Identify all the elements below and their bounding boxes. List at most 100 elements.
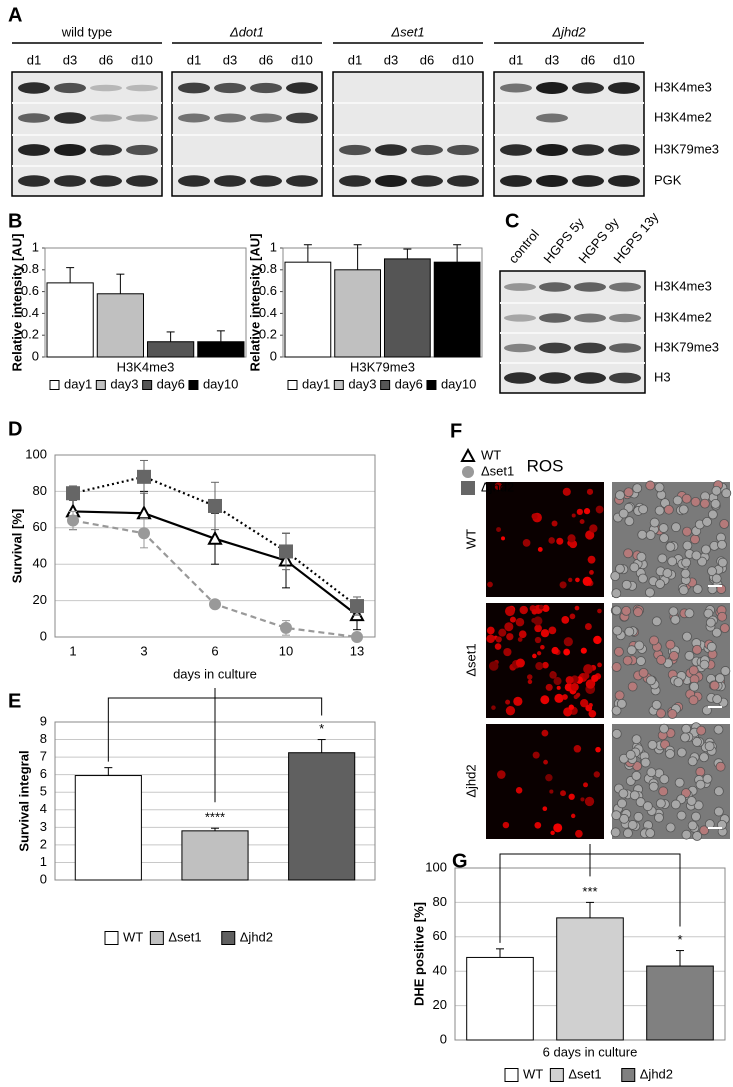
cell — [622, 655, 633, 666]
row-label: H3K79me3 — [654, 339, 719, 354]
legend-swatch — [142, 380, 153, 390]
y-tick-label: 4 — [40, 801, 47, 816]
cell-signal — [496, 527, 502, 532]
cell-signal — [553, 677, 562, 686]
legend-swatch — [333, 380, 344, 390]
lane-label: d10 — [131, 52, 153, 67]
blot-band — [250, 113, 282, 123]
legend-label: day10 — [441, 376, 476, 391]
cell-signal — [575, 577, 580, 583]
cell — [624, 516, 635, 527]
cell-signal — [568, 577, 573, 583]
cell-signal — [550, 830, 555, 836]
legend-swatch — [95, 380, 106, 390]
cell — [681, 723, 692, 734]
blot-band — [250, 175, 282, 187]
cell-signal — [588, 709, 597, 718]
cell-signal — [597, 662, 602, 668]
blot-band — [286, 82, 318, 94]
blot-band — [90, 114, 122, 122]
error-bar — [586, 901, 594, 918]
blot-band — [250, 82, 282, 94]
error-bar — [453, 244, 462, 263]
cell — [712, 694, 723, 705]
cell — [665, 639, 676, 650]
cell — [642, 801, 653, 812]
cell-signal — [540, 695, 550, 705]
y-tick-label: 60 — [33, 519, 47, 534]
cell — [699, 659, 710, 670]
cell — [678, 504, 689, 515]
cell — [623, 548, 633, 559]
cell — [611, 662, 622, 672]
cell-signal — [559, 581, 567, 589]
cell-signal — [588, 702, 593, 708]
cell-signal — [584, 623, 592, 630]
row-label: H3K4me2 — [654, 109, 712, 124]
cell — [654, 482, 665, 493]
legend-label: day3 — [110, 376, 138, 391]
cell-signal — [515, 787, 523, 794]
legend-label: Δjhd2 — [640, 1066, 673, 1081]
lane-label: control — [505, 227, 542, 267]
cell — [676, 747, 687, 758]
y-tick-label: 0.6 — [21, 283, 39, 298]
cell — [637, 529, 648, 540]
cell — [688, 665, 699, 676]
cell-signal — [531, 513, 538, 520]
blot-band — [609, 313, 641, 323]
cell-signal — [543, 759, 548, 765]
cell — [671, 522, 681, 533]
cell-signal — [534, 636, 542, 644]
y-tick-label: 1 — [270, 239, 277, 254]
bar — [334, 269, 382, 358]
cell-signal — [561, 616, 570, 624]
cell-signal — [545, 683, 553, 691]
cell-signal — [548, 537, 555, 544]
cell — [703, 608, 714, 619]
error-bar — [676, 950, 684, 967]
cell-signal — [502, 821, 510, 829]
cell — [692, 584, 703, 595]
error-bar — [166, 331, 175, 342]
y-tick-label: 3 — [40, 819, 47, 834]
y-tick-label: 1 — [32, 239, 39, 254]
lane-label: d3 — [63, 52, 77, 67]
cell — [656, 708, 666, 719]
y-tick-label: 1 — [40, 854, 47, 869]
cell-signal — [534, 821, 542, 829]
cell — [688, 695, 699, 706]
bar — [646, 965, 714, 1041]
blot-band — [609, 372, 641, 384]
cell-signal — [570, 682, 579, 692]
blot-band — [536, 82, 568, 94]
y-tick-label: 20 — [433, 997, 447, 1012]
lane-label: d1 — [348, 52, 362, 67]
cell-signal — [576, 508, 583, 516]
cell — [623, 487, 634, 498]
cell — [633, 607, 643, 617]
cell — [614, 690, 625, 701]
cell — [702, 773, 713, 784]
cell — [686, 796, 697, 806]
y-tick-label: 100 — [25, 446, 47, 461]
blot-band — [411, 144, 443, 156]
cell — [611, 728, 622, 739]
cell — [610, 571, 621, 581]
cell — [690, 534, 700, 545]
blot-band — [411, 175, 443, 187]
blot-band — [574, 372, 606, 384]
row-label: H3K4me3 — [654, 278, 712, 293]
marker — [67, 514, 79, 527]
cell-signal — [505, 699, 511, 705]
cell — [645, 828, 656, 839]
row-label: H3 — [654, 369, 671, 384]
cell-signal — [551, 520, 558, 527]
bar — [74, 775, 142, 881]
cell-signal — [556, 537, 564, 545]
error-bar — [216, 330, 225, 342]
legend-swatch — [49, 380, 60, 390]
cell — [674, 777, 685, 788]
cell-signal — [487, 581, 493, 588]
cell — [636, 656, 646, 666]
